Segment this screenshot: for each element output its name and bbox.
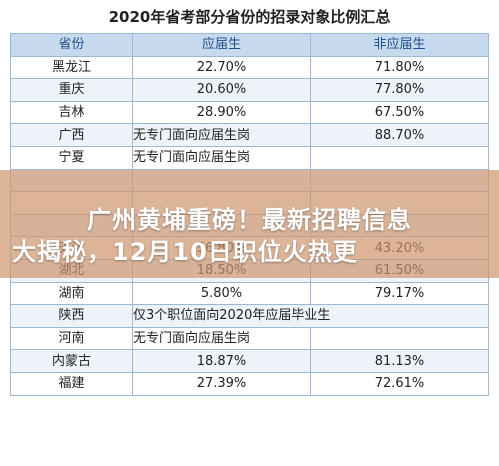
cell-non-fresh: 88.70% <box>310 123 489 147</box>
cell-non-fresh: 81.13% <box>310 349 489 373</box>
cell-note: 无专门面向应届生岗 <box>132 123 311 147</box>
cell-note: 仅3个职位面向2020年应届毕业生 <box>132 304 489 328</box>
table-row: 陕西 仅3个职位面向2020年应届毕业生 <box>10 304 489 328</box>
cell-non-fresh: 79.17% <box>310 281 489 306</box>
cell-province: 内蒙古 <box>10 349 133 373</box>
table-row: 黑龙江 22.70% 71.80% <box>10 55 489 80</box>
cell-fresh: 22.70% <box>132 55 311 80</box>
table-row: 河南 无专门面向应届生岗 <box>10 326 489 351</box>
header-fresh-graduates: 应届生 <box>132 33 311 57</box>
cell-non-fresh: 67.50% <box>310 100 489 125</box>
headline-line-1: 广州黄埔重磅！最新招聘信息 <box>87 206 412 234</box>
table-row: 宁夏 无专门面向应届生岗 <box>10 145 489 170</box>
cell-fresh: 18.87% <box>132 349 311 373</box>
table-row: 重庆 20.60% 77.80% <box>10 78 489 102</box>
header-province: 省份 <box>10 33 133 57</box>
table-row: 福建 27.39% 72.61% <box>10 371 489 396</box>
cell-province: 宁夏 <box>10 145 133 170</box>
table-row: 广西 无专门面向应届生岗 88.70% <box>10 123 489 147</box>
table-row: 吉林 28.90% 67.50% <box>10 100 489 125</box>
headline-line-2: 大揭秘，12月10日职位火热更 <box>12 238 358 266</box>
header-non-fresh-graduates: 非应届生 <box>310 33 489 57</box>
cell-non-fresh: 77.80% <box>310 78 489 102</box>
cell-province: 重庆 <box>10 78 133 102</box>
cell-note: 无专门面向应届生岗 <box>132 145 311 170</box>
table-row: 内蒙古 18.87% 81.13% <box>10 349 489 373</box>
cell-province: 福建 <box>10 371 133 396</box>
cell-province: 湖南 <box>10 281 133 306</box>
table-row: 湖南 5.80% 79.17% <box>10 281 489 306</box>
cell-non-fresh <box>310 326 489 351</box>
cell-fresh: 28.90% <box>132 100 311 125</box>
table-title: 2020年省考部分省份的招录对象比例汇总 <box>108 8 391 26</box>
cell-non-fresh <box>310 145 489 170</box>
cell-province: 广西 <box>10 123 133 147</box>
cell-note: 无专门面向应届生岗 <box>132 326 311 351</box>
table-header-row: 省份 应届生 非应届生 <box>10 33 489 57</box>
cell-non-fresh: 71.80% <box>310 55 489 80</box>
cell-fresh: 27.39% <box>132 371 311 396</box>
cell-province: 吉林 <box>10 100 133 125</box>
cell-province: 河南 <box>10 326 133 351</box>
news-headline-banner[interactable]: 广州黄埔重磅！最新招聘信息 大揭秘，12月10日职位火热更 <box>0 170 499 278</box>
cell-fresh: 5.80% <box>132 281 311 306</box>
cell-non-fresh: 72.61% <box>310 371 489 396</box>
cell-fresh: 20.60% <box>132 78 311 102</box>
cell-province: 黑龙江 <box>10 55 133 80</box>
cell-province: 陕西 <box>10 304 133 328</box>
